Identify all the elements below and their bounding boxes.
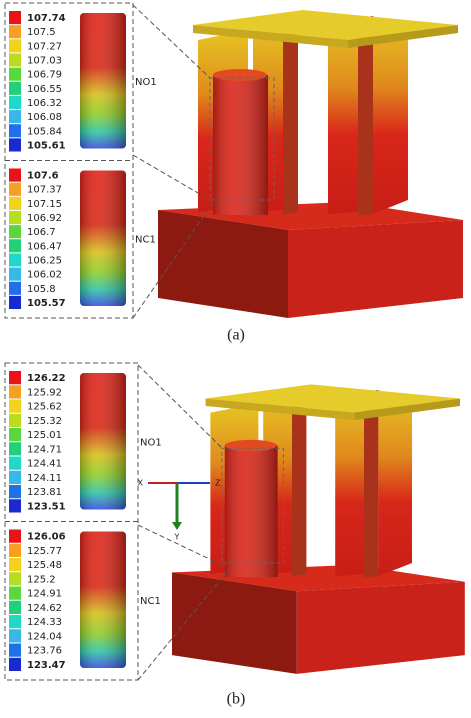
legend-value: 105.84 xyxy=(27,126,62,137)
legend-swatch xyxy=(9,281,21,295)
legend-swatch xyxy=(9,399,21,413)
cylinder-shade xyxy=(80,170,126,306)
legend-swatch xyxy=(9,182,21,196)
legend-swatch xyxy=(9,253,21,267)
legend-swatch xyxy=(9,543,21,557)
part-label: NO1 xyxy=(135,77,157,88)
legend-value: 105.8 xyxy=(27,284,56,295)
legend-swatch xyxy=(9,39,21,53)
legend-value: 123.51 xyxy=(27,501,66,512)
legend-swatch xyxy=(9,168,21,182)
legend-swatch xyxy=(9,110,21,124)
legend-swatch xyxy=(9,95,21,110)
legend-value: 107.27 xyxy=(27,41,62,52)
legend-value: 124.62 xyxy=(27,603,62,614)
legend-value: 106.02 xyxy=(27,270,62,281)
legend-value: 105.61 xyxy=(27,140,66,151)
legend-value: 123.81 xyxy=(27,487,62,498)
legend-swatch xyxy=(9,657,21,671)
legend-value: 105.57 xyxy=(27,298,66,309)
legend-value: 125.92 xyxy=(27,387,62,398)
legend-value: 124.91 xyxy=(27,589,62,600)
legend-swatch xyxy=(9,629,21,643)
legend-swatch xyxy=(9,371,21,385)
legend-value: 106.79 xyxy=(27,70,62,81)
legend-value: 125.48 xyxy=(27,560,62,571)
legend-value: 125.62 xyxy=(27,402,62,413)
axis-triad xyxy=(148,482,210,530)
part-label: NC1 xyxy=(140,596,161,607)
legend-value: 123.76 xyxy=(27,646,62,657)
legend-swatch xyxy=(9,11,21,25)
legend-value: 106.92 xyxy=(27,213,62,224)
legend-swatch xyxy=(9,225,21,239)
legend-value: 107.6 xyxy=(27,171,59,182)
legend-swatch xyxy=(9,558,21,572)
legend-swatch xyxy=(9,25,21,39)
legend-swatch xyxy=(9,267,21,281)
legend-swatch xyxy=(9,442,21,456)
legend-swatch xyxy=(9,600,21,614)
cylinder-shade xyxy=(80,531,126,668)
legend-swatch xyxy=(9,124,21,138)
legend-value: 107.03 xyxy=(27,56,62,67)
legend-swatch xyxy=(9,456,21,470)
legend-swatch xyxy=(9,499,21,513)
legend-swatch xyxy=(9,210,21,225)
legend-value: 124.71 xyxy=(27,444,62,455)
legend-value: 124.41 xyxy=(27,459,62,470)
legend-swatch xyxy=(9,615,21,629)
legend-value: 126.22 xyxy=(27,373,66,384)
legend-value: 125.01 xyxy=(27,430,62,441)
legend-swatch xyxy=(9,643,21,657)
legend-value: 107.37 xyxy=(27,185,62,196)
legend-swatch xyxy=(9,485,21,499)
legend-swatch xyxy=(9,385,21,399)
legend-swatch xyxy=(9,529,21,543)
legend-value: 125.77 xyxy=(27,546,62,557)
legend-swatch xyxy=(9,196,21,210)
part-label: NC1 xyxy=(135,234,156,245)
legend-value: 124.04 xyxy=(27,631,62,642)
legend-value: 106.7 xyxy=(27,227,56,238)
legend-value: 106.25 xyxy=(27,255,62,266)
legend-swatch xyxy=(9,239,21,253)
axis-label: X xyxy=(138,479,144,488)
legend-swatch xyxy=(9,413,21,427)
panel-caption: (a) xyxy=(227,327,245,344)
legend-swatch xyxy=(9,572,21,586)
legend-value: 124.11 xyxy=(27,473,62,484)
legend-swatch xyxy=(9,53,21,67)
legend-swatch xyxy=(9,138,21,152)
legend-value: 107.5 xyxy=(27,27,56,38)
legend-swatch xyxy=(9,67,21,81)
legend-value: 107.15 xyxy=(27,199,62,210)
legend-value: 106.08 xyxy=(27,112,62,123)
legend-value: 106.32 xyxy=(27,98,62,109)
legend-swatch xyxy=(9,295,21,309)
legend-value: 123.47 xyxy=(27,660,66,671)
legend-swatch xyxy=(9,470,21,484)
legend-value: 126.06 xyxy=(27,532,66,543)
legend-value: 106.55 xyxy=(27,84,62,95)
legend-swatch xyxy=(9,428,21,442)
part-label: NO1 xyxy=(140,437,162,448)
axis-label: Y xyxy=(174,533,180,542)
panel-caption: (b) xyxy=(227,691,246,708)
legend-value: 125.32 xyxy=(27,416,62,427)
legend-swatch xyxy=(9,586,21,600)
legend-value: 125.2 xyxy=(27,574,56,585)
legend-value: 106.47 xyxy=(27,241,62,252)
cylinder-shade xyxy=(80,13,126,149)
legend-value: 124.33 xyxy=(27,617,62,628)
legend-value: 107.74 xyxy=(27,13,66,24)
axis-label: Z xyxy=(215,479,221,488)
legend-swatch xyxy=(9,81,21,95)
leader-lines xyxy=(132,4,231,681)
cylinder-shade xyxy=(80,373,126,510)
